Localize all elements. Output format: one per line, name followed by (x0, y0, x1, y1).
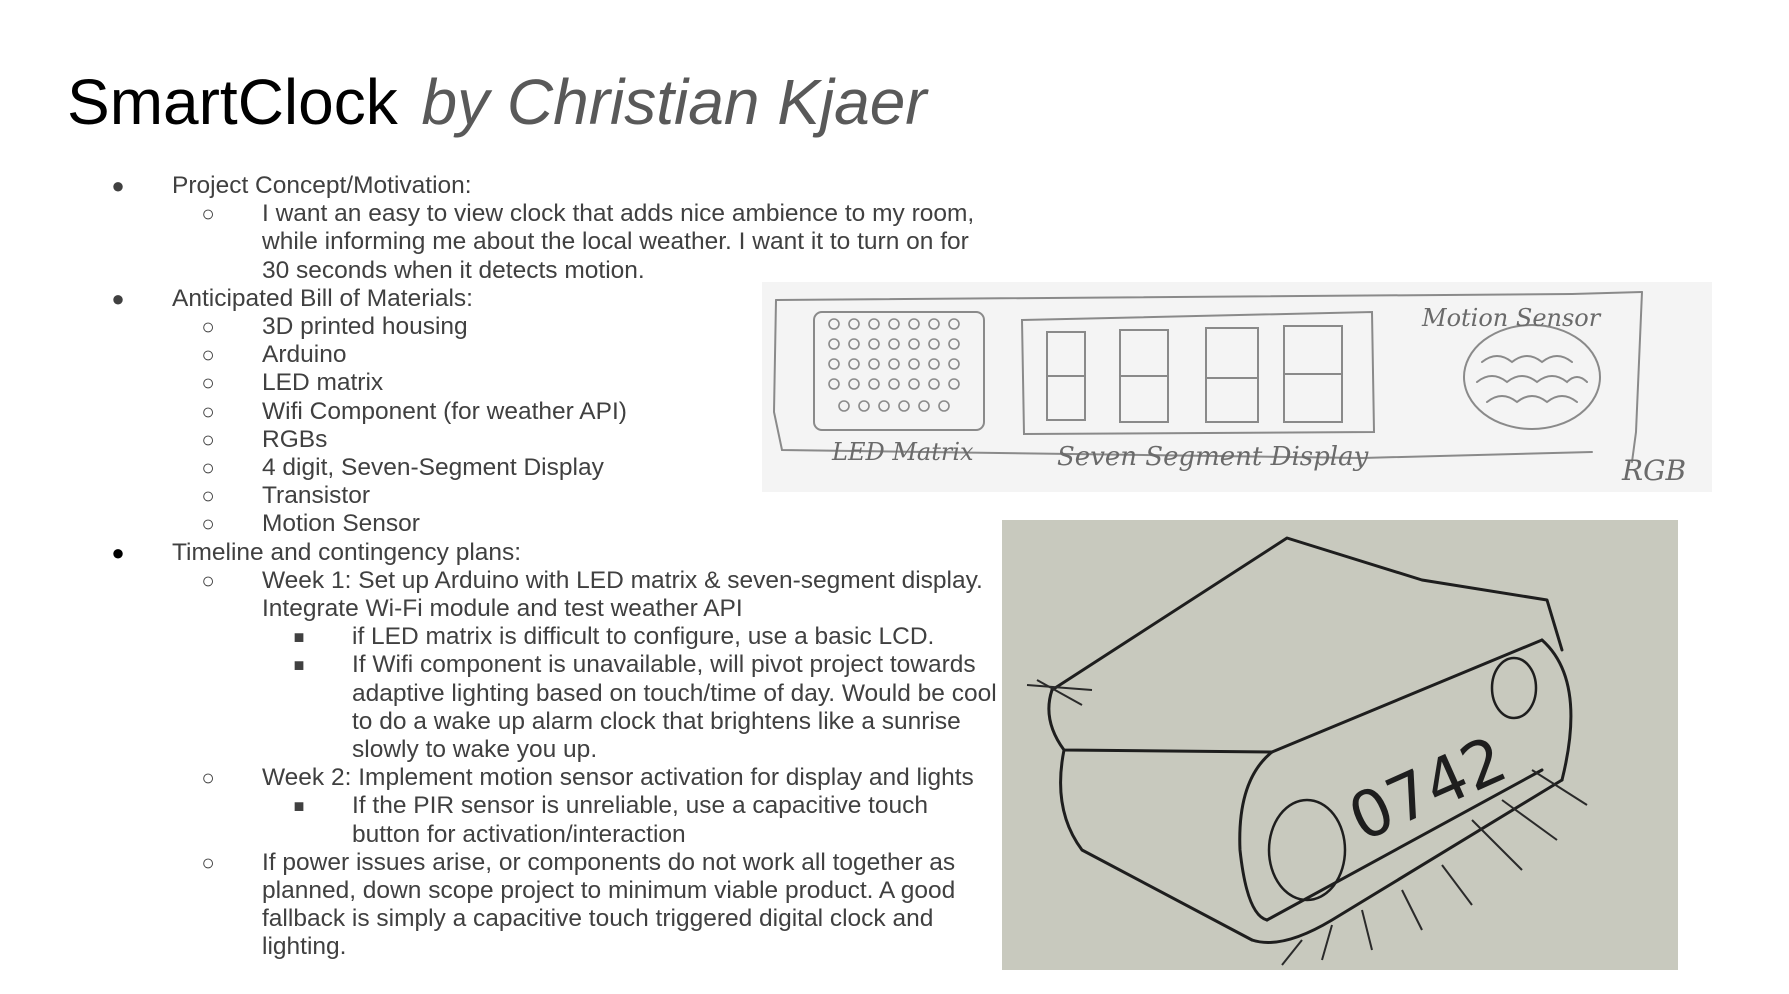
filled-circle-bullet-icon: ● (111, 285, 125, 311)
concept-text: I want an easy to view clock that adds n… (262, 200, 975, 284)
week2-plan-text: If the PIR sensor is unreliable, use a c… (352, 792, 929, 848)
material-label: Wifi Component (for weather API) (262, 397, 627, 425)
material-item: ○ Transistor (0, 482, 1000, 510)
slide-title: SmartClock by Christian Kjaer (67, 62, 927, 142)
hollow-circle-bullet-icon: ○ (201, 201, 215, 227)
filled-circle-bullet-icon: ● (111, 173, 125, 198)
week1-plan-item: ■ if LED matrix is difficult to configure… (0, 623, 1000, 651)
material-item: ○ Arduino (0, 341, 1000, 369)
hollow-circle-bullet-icon: ○ (201, 426, 215, 452)
seven-segment-label: Seven Segment Display (1057, 442, 1369, 472)
material-label: Arduino (262, 341, 347, 369)
title-main: SmartClock (67, 66, 398, 138)
material-item: ○ LED matrix (0, 369, 1000, 397)
material-item: ○ RGBs (0, 426, 1000, 454)
materials-item: ● Anticipated Bill of Materials: (0, 285, 1000, 313)
hollow-circle-bullet-icon: ○ (201, 765, 215, 791)
hollow-circle-bullet-icon: ○ (201, 314, 215, 340)
week1-plan-text: If Wifi component is unavailable, will p… (352, 651, 997, 764)
concept-item: ● Project Concept/Motivation: (0, 172, 1000, 200)
timeline-item: ● Timeline and contingency plans: (0, 539, 1000, 567)
week2-plan-item: ■ If the PIR sensor is unreliable, use a … (0, 792, 1000, 848)
title-author: by Christian Kjaer (421, 66, 927, 138)
hollow-circle-bullet-icon: ○ (201, 483, 215, 509)
fallback-item: ○ If power issues arise, or components do… (0, 849, 1000, 962)
week1-text: Week 1: Set up Arduino with LED matrix &… (262, 566, 983, 623)
filled-circle-bullet-icon: ● (111, 539, 125, 565)
material-label: LED matrix (262, 369, 384, 397)
material-label: Motion Sensor (262, 510, 420, 538)
filled-square-bullet-icon: ■ (293, 627, 305, 648)
front-view-drawing (772, 291, 1643, 463)
material-label: Transistor (262, 482, 371, 510)
material-item: ○ 3D printed housing (0, 313, 1000, 341)
sketch-clock-digits: 0742 (1338, 723, 1517, 857)
week2-item: ○ Week 2: Implement motion sensor activat… (0, 764, 1000, 792)
rgb-label: RGB (1622, 454, 1687, 487)
hollow-circle-bullet-icon: ○ (201, 849, 215, 875)
motion-sensor-label: Motion Sensor (1422, 304, 1601, 332)
week1-plan-text: if LED matrix is difficult to configure,… (352, 623, 935, 651)
material-label: RGBs (262, 425, 328, 453)
materials-heading: Anticipated Bill of Materials: (172, 284, 473, 312)
outline: ● Project Concept/Motivation: ○ I want an … (0, 172, 1000, 962)
week1-item: ○ Week 1: Set up Arduino with LED matrix … (0, 567, 1000, 623)
material-item: ○ Wifi Component (for weather API) (0, 398, 1000, 426)
material-label: 4 digit, Seven-Segment Display (262, 454, 604, 482)
perspective-sketch: 0742 (1002, 520, 1678, 970)
week1-plan-item: ■ If Wifi component is unavailable, will … (0, 651, 1000, 764)
hollow-circle-bullet-icon: ○ (201, 370, 215, 396)
hollow-circle-bullet-icon: ○ (201, 567, 215, 593)
concept-heading: Project Concept/Motivation: (172, 172, 472, 199)
hollow-circle-bullet-icon: ○ (201, 342, 215, 368)
hollow-circle-bullet-icon: ○ (201, 398, 215, 424)
timeline-heading: Timeline and contingency plans: (172, 538, 522, 566)
concept-text-item: ○ I want an easy to view clock that adds … (0, 200, 1000, 285)
led-matrix-label: LED Matrix (832, 438, 974, 466)
filled-square-bullet-icon: ■ (293, 655, 305, 676)
hollow-circle-bullet-icon: ○ (201, 455, 215, 481)
week2-text: Week 2: Implement motion sensor activati… (262, 764, 974, 792)
fallback-text: If power issues arise, or components do … (262, 848, 956, 961)
filled-square-bullet-icon: ■ (293, 796, 305, 817)
hollow-circle-bullet-icon: ○ (201, 511, 215, 537)
perspective-drawing: 0742 (1026, 536, 1588, 966)
material-item: ○ Motion Sensor (0, 510, 1000, 538)
material-item: ○ 4 digit, Seven-Segment Display (0, 454, 1000, 482)
front-view-sketch: LED Matrix Seven Segment Display Motion … (762, 282, 1712, 492)
material-label: 3D printed housing (262, 313, 468, 341)
